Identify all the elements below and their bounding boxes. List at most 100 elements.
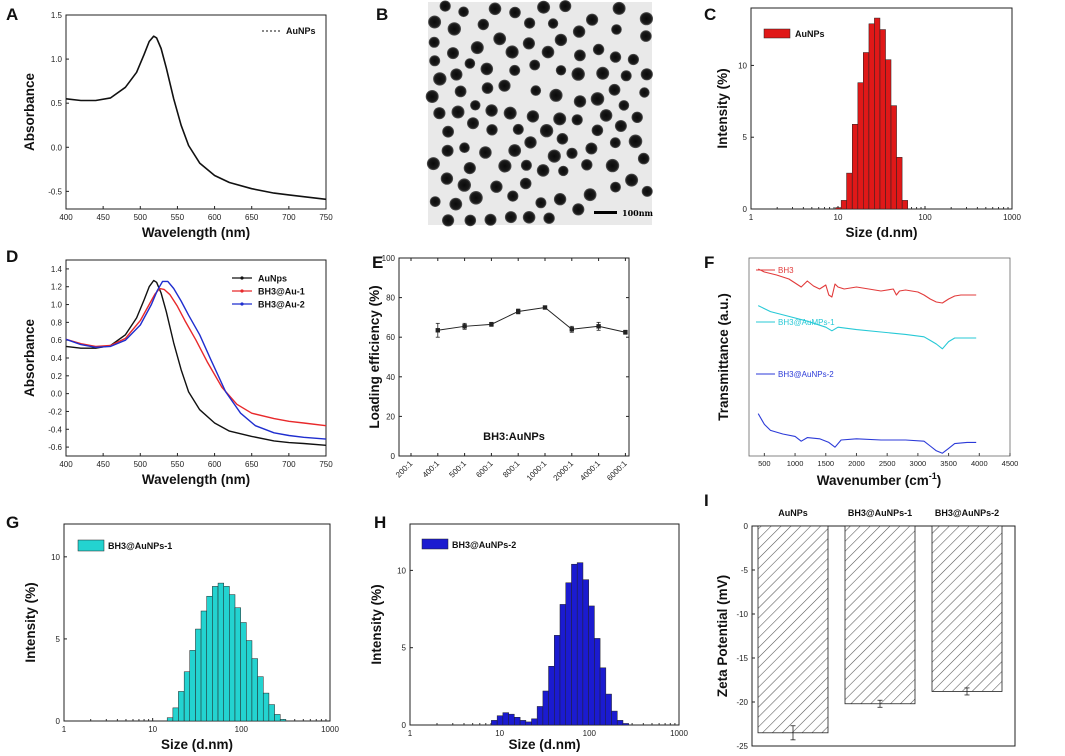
tem-particle	[493, 32, 507, 46]
chart-d-xtick-label: 700	[282, 460, 296, 469]
chart-d-ytick-label: 1.0	[51, 301, 63, 310]
chart-g-bar	[234, 607, 241, 722]
chart-d-legend-label: BH3@Au-1	[258, 287, 305, 297]
chart-d-legend-label: AuNps	[258, 274, 287, 284]
chart-c-legend-swatch	[763, 28, 791, 39]
chart-e-ytick-label: 20	[386, 412, 395, 421]
chart-c-bar	[874, 17, 881, 210]
chart-a-xtick-label: 400	[59, 213, 73, 222]
chart-f-xtick-label: 500	[758, 459, 771, 468]
tem-particles	[425, 0, 654, 227]
chart-g-bar	[166, 717, 174, 722]
tem-particle	[440, 172, 454, 185]
chart-e-data-point	[596, 324, 601, 329]
tem-particle	[549, 88, 563, 102]
chart-e-y-axis-label: Loading efficiency (%)	[367, 285, 382, 428]
chart-i-ytick-label: -10	[736, 610, 748, 619]
tem-particle	[640, 30, 652, 42]
chart-c-bar	[840, 200, 847, 210]
tem-particle	[592, 43, 605, 56]
chart-g-bar	[246, 640, 253, 722]
chart-i-category-label: AuNPs	[778, 508, 808, 518]
chart-g-xtick-label: 1	[62, 725, 67, 734]
tem-particle	[571, 114, 583, 126]
tem-particle	[522, 211, 536, 224]
panel-letter-e: E	[372, 253, 383, 272]
tem-particle	[449, 197, 463, 211]
tem-particle	[464, 214, 477, 227]
tem-particle	[611, 24, 622, 35]
chart-c-ytick-label: 10	[738, 61, 747, 70]
chart-e-xtick-label: 800:1	[501, 459, 522, 480]
chart-d-ytick-label: -0.2	[48, 407, 62, 416]
chart-e-data-point	[435, 328, 440, 333]
chart-g-bar	[274, 714, 281, 722]
tem-particle	[529, 59, 541, 71]
chart-d-ytick-label: -0.6	[48, 443, 62, 452]
tem-particle	[426, 157, 440, 171]
chart-g-bar	[172, 707, 179, 722]
tem-particle	[439, 0, 451, 12]
tem-particle	[537, 0, 551, 14]
chart-g-size-distribution: 1 10 100 1000 0 5 10 BH3@AuNPs-1 Size (d.nm) Inte…	[23, 523, 339, 752]
chart-e-ytick-label: 60	[386, 333, 395, 342]
tem-particle	[556, 133, 569, 145]
tem-particle	[530, 85, 542, 96]
chart-h-bar	[611, 710, 618, 726]
chart-i-ytick-label: 0	[744, 522, 749, 531]
tem-particle	[610, 181, 621, 193]
tem-particle	[524, 136, 537, 149]
tem-particle	[433, 72, 447, 86]
chart-h-ytick-label: 10	[397, 566, 406, 575]
chart-h-bar	[519, 720, 527, 726]
chart-e-data-point	[462, 324, 467, 329]
tem-image: 100nm	[425, 0, 654, 227]
chart-h-bar	[588, 605, 595, 726]
chart-f-xtick-label: 3000	[910, 459, 927, 468]
tem-particle	[599, 109, 613, 122]
chart-c-bar	[901, 200, 908, 210]
tem-particle	[571, 67, 585, 81]
panel-letter-f: F	[704, 253, 714, 272]
tem-particle	[591, 124, 604, 137]
chart-d-line-2	[65, 280, 327, 440]
chart-f-xtick-label: 4000	[971, 459, 988, 468]
chart-h-bar	[531, 718, 538, 726]
panel-letter-h: H	[374, 513, 386, 532]
chart-i-ytick-label: -25	[736, 742, 748, 751]
chart-h-xtick-label: 1	[408, 729, 413, 738]
chart-c-xtick-label: 1000	[1003, 213, 1021, 222]
chart-c-bar	[879, 29, 886, 210]
chart-c-bar	[852, 124, 859, 210]
chart-a-ytick-label: 1.5	[51, 11, 63, 20]
chart-h-bar	[605, 693, 612, 726]
chart-d-xtick-label: 600	[208, 460, 222, 469]
chart-d-ytick-label: 0.0	[51, 390, 63, 399]
chart-f-ftir: 500 1000 1500 2000 2500 3000 3500 4000 4500 BH3 BH…	[716, 257, 1018, 488]
chart-g-legend-label: BH3@AuNPs-1	[108, 541, 172, 551]
tem-particle	[447, 22, 461, 36]
chart-g-legend-swatch	[77, 539, 105, 552]
tem-particle	[536, 164, 550, 177]
chart-e-xtick-label: 2000:1	[552, 459, 576, 483]
chart-h-bar	[536, 706, 544, 726]
panel-letter-d: D	[6, 247, 18, 266]
chart-e-data-point	[623, 330, 628, 335]
chart-g-bar	[206, 595, 213, 722]
chart-g-ytick-label: 5	[56, 635, 61, 644]
tem-particle	[572, 203, 585, 216]
tem-particle	[572, 25, 586, 38]
tem-particle	[583, 188, 597, 202]
chart-f-y-axis-label: Transmittance (a.u.)	[716, 293, 731, 421]
tem-particle	[428, 15, 442, 29]
chart-e-data-point	[542, 305, 548, 310]
chart-f-x-axis-label-end: )	[937, 473, 942, 488]
tem-particle	[488, 2, 502, 16]
panel-letter-b: B	[376, 5, 388, 24]
chart-h-bar	[542, 690, 549, 726]
tem-particle	[590, 92, 605, 106]
tem-particle	[425, 90, 439, 103]
tem-particle	[469, 191, 483, 205]
tem-particle	[558, 165, 569, 177]
chart-a-xtick-label: 700	[282, 213, 296, 222]
